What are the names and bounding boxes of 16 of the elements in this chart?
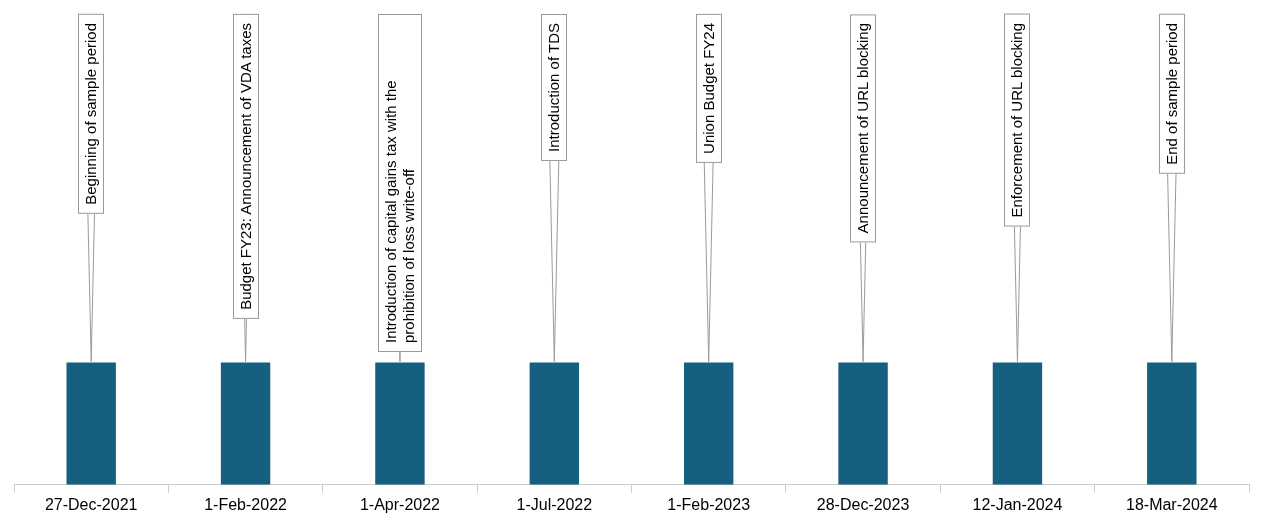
text: Enforcement of URL blocking — [1004, 14, 1031, 227]
x-tick-label: 12-Jan-2024 — [972, 495, 1063, 513]
text: Beginning of sample period — [78, 14, 105, 214]
text: Budget FY23: Announcement of VDA taxes — [232, 14, 259, 319]
x-tick-label: 1-Jul-2022 — [516, 495, 593, 513]
x-tick-label: 18-Mar-2024 — [1126, 495, 1218, 513]
text: Introduction of TDS — [541, 14, 568, 161]
text: Introduction of capital gains tax with the prohibition of loss write-off — [377, 14, 422, 352]
x-tick-label: 27-Dec-2021 — [44, 495, 138, 513]
x-tick-label: 1-Feb-2023 — [667, 495, 751, 513]
x-tick-label: 1-Apr-2022 — [359, 495, 441, 513]
x-tick-label: 1-Feb-2022 — [204, 495, 288, 513]
text: Union Budget FY24 — [695, 14, 722, 163]
x-tick-label: 28-Dec-2023 — [816, 495, 910, 513]
text: Announcement of URL blocking — [850, 14, 877, 243]
text: End of sample period — [1158, 14, 1185, 174]
